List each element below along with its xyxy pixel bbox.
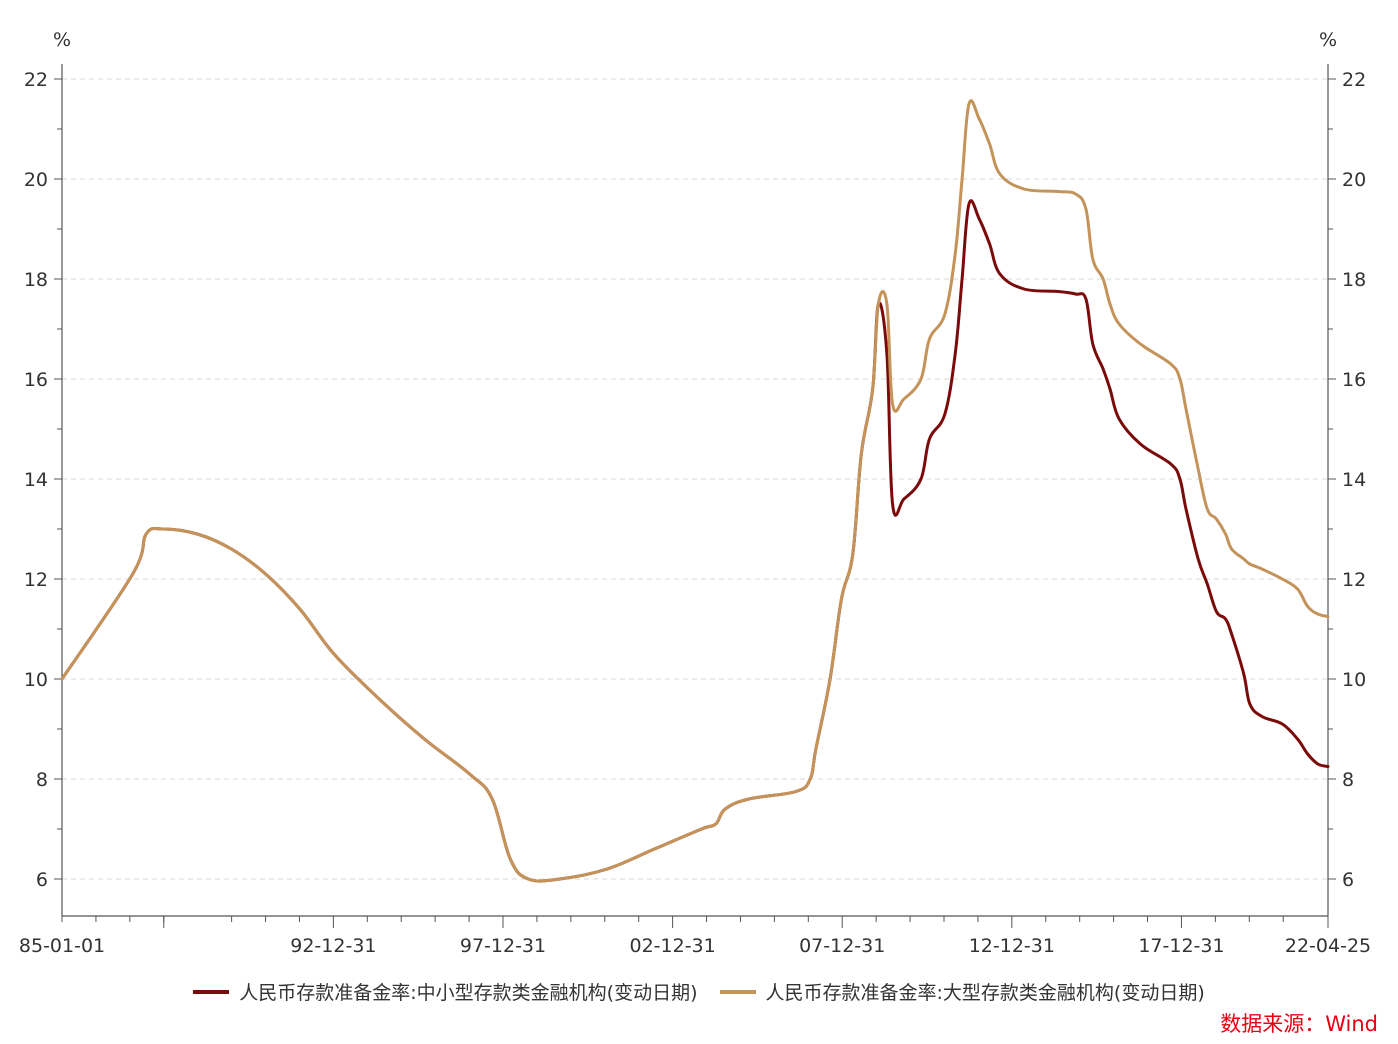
y-tick-label-right-12: 12 <box>1342 569 1366 591</box>
y-unit-right: % <box>1319 29 1337 51</box>
y-tick-label-left-10: 10 <box>24 669 48 691</box>
x-tick-label-2: 97-12-31 <box>460 935 546 957</box>
y-tick-label-left-14: 14 <box>24 469 48 491</box>
y-tick-label-right-20: 20 <box>1342 169 1366 191</box>
y-tick-label-left-16: 16 <box>24 369 48 391</box>
x-tick-label-7: 22-04-25 <box>1285 935 1371 957</box>
axes: 6 6 8 8 10 10 12 12 14 14 16 16 18 18 20 20 22 22 85-01-01… <box>19 64 1371 957</box>
series-line-1 <box>60 99 1330 883</box>
x-tick-label-4: 07-12-31 <box>799 935 885 957</box>
legend-item-small-medium[interactable]: 人民币存款准备金率:中小型存款类金融机构(变动日期) <box>193 978 698 1005</box>
x-tick-label-1: 92-12-31 <box>290 935 376 957</box>
y-tick-label-left-6: 6 <box>36 869 48 891</box>
data-source: 数据来源：Wind <box>1220 1012 1378 1036</box>
gridlines <box>62 78 1328 880</box>
legend-swatch-small-medium <box>193 989 230 994</box>
y-tick-label-left-8: 8 <box>36 769 48 791</box>
y-tick-label-right-14: 14 <box>1342 469 1366 491</box>
x-tick-label-0: 85-01-01 <box>19 935 105 957</box>
x-tick-label-6: 17-12-31 <box>1138 935 1224 957</box>
legend-label-small-medium: 人民币存款准备金率:中小型存款类金融机构(变动日期) <box>239 982 698 1004</box>
y-tick-label-left-18: 18 <box>24 269 48 291</box>
series-lines <box>60 99 1330 883</box>
legend-swatch-large <box>719 989 756 994</box>
y-tick-label-left-12: 12 <box>24 569 48 591</box>
y-tick-label-right-22: 22 <box>1342 69 1366 91</box>
y-tick-label-left-22: 22 <box>24 69 48 91</box>
legend-item-large[interactable]: 人民币存款准备金率:大型存款类金融机构(变动日期) <box>719 978 1205 1005</box>
x-tick-label-5: 12-12-31 <box>969 935 1055 957</box>
y-tick-label-right-16: 16 <box>1342 369 1366 391</box>
y-tick-label-right-8: 8 <box>1342 769 1354 791</box>
y-tick-label-right-10: 10 <box>1342 669 1366 691</box>
y-tick-label-right-18: 18 <box>1342 269 1366 291</box>
x-tick-label-3: 02-12-31 <box>629 935 715 957</box>
legend: 人民币存款准备金率:中小型存款类金融机构(变动日期) 人民币存款准备金率:大型存… <box>0 978 1398 1005</box>
y-tick-label-right-6: 6 <box>1342 869 1354 891</box>
legend-label-large: 人民币存款准备金率:大型存款类金融机构(变动日期) <box>765 982 1205 1004</box>
y-unit-left: % <box>53 29 71 51</box>
y-tick-label-left-20: 20 <box>24 169 48 191</box>
